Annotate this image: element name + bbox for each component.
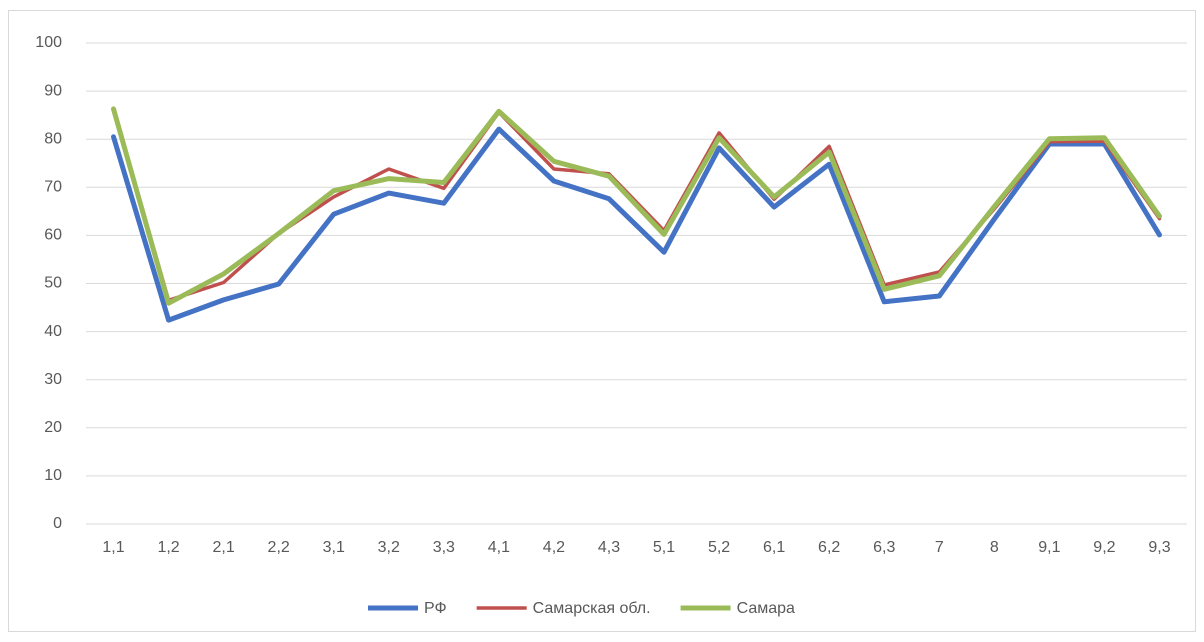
x-tick-label: 6,2 xyxy=(818,539,840,556)
y-tick-label: 40 xyxy=(44,323,62,340)
y-tick-label: 10 xyxy=(44,467,62,484)
x-tick-label: 2,1 xyxy=(213,539,235,556)
chart-border xyxy=(8,10,1196,632)
x-tick-label: 1,1 xyxy=(102,539,124,556)
x-tick-label: 3,2 xyxy=(378,539,400,556)
x-tick-label: 3,1 xyxy=(323,539,345,556)
x-tick-label: 7 xyxy=(935,539,944,556)
x-tick-label: 5,1 xyxy=(653,539,675,556)
series-line xyxy=(111,106,1162,306)
x-tick-label: 4,2 xyxy=(543,539,565,556)
x-tick-label: 2,2 xyxy=(268,539,290,556)
y-tick-label: 0 xyxy=(53,515,62,532)
legend-label: РФ xyxy=(424,600,447,617)
x-tick-label: 4,1 xyxy=(488,539,510,556)
legend-label: Самара xyxy=(737,600,795,617)
y-tick-label: 30 xyxy=(44,371,62,388)
x-tick-label: 1,2 xyxy=(157,539,179,556)
y-tick-label: 70 xyxy=(44,179,62,196)
x-tick-label: 9,2 xyxy=(1093,539,1115,556)
y-tick-label: 90 xyxy=(44,82,62,99)
x-tick-label: 3,3 xyxy=(433,539,455,556)
x-tick-label: 6,1 xyxy=(763,539,785,556)
series-line xyxy=(111,126,1162,323)
y-tick-label: 50 xyxy=(44,275,62,292)
x-tick-label: 5,2 xyxy=(708,539,730,556)
x-tick-label: 6,3 xyxy=(873,539,895,556)
x-tick-label: 9,1 xyxy=(1038,539,1060,556)
y-tick-label: 20 xyxy=(44,419,62,436)
x-tick-label: 4,3 xyxy=(598,539,620,556)
x-tick-label: 9,3 xyxy=(1148,539,1170,556)
y-tick-label: 80 xyxy=(44,130,62,147)
y-tick-label: 100 xyxy=(35,34,62,51)
y-tick-label: 60 xyxy=(44,227,62,244)
x-tick-label: 8 xyxy=(990,539,999,556)
legend-label: Самарская обл. xyxy=(533,600,651,617)
